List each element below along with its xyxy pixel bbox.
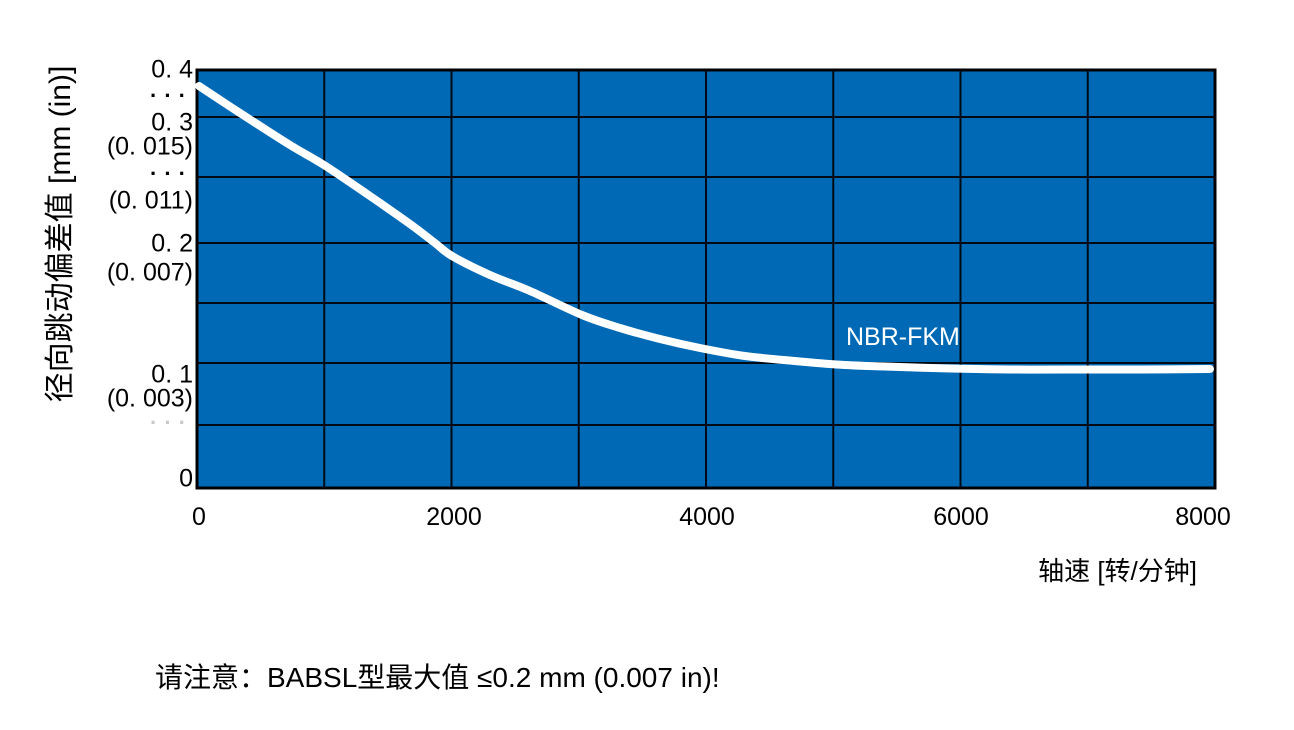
x-tick-label: 6000: [933, 503, 989, 531]
series-label-nbr-fkm: NBR-FKM: [846, 323, 960, 351]
y-axis-break-dots: ···: [150, 161, 193, 187]
x-axis-title: 轴速 [转/分钟]: [1038, 556, 1197, 586]
y-tick-label: (0. 003): [106, 384, 193, 413]
plot-border: [195, 68, 1217, 490]
x-tick-label: 0: [192, 503, 206, 531]
note-text: 请注意：BABSL型最大值 ≤0.2 mm (0.007 in)!: [155, 662, 720, 693]
y-tick-label: 0: [179, 464, 193, 493]
x-tick-label: 8000: [1175, 503, 1231, 531]
y-tick-label: (0. 007): [106, 258, 193, 287]
y-tick-label: 0. 4: [151, 55, 193, 84]
y-axis-break-dots: ···: [150, 83, 193, 109]
nbr-fkm-curve: [195, 82, 1214, 374]
x-tick-label: 4000: [679, 503, 735, 531]
y-tick-label: 0. 3: [151, 108, 193, 137]
x-tick-label: 2000: [426, 503, 482, 531]
y-tick-label: 0. 1: [151, 360, 193, 389]
y-tick-label: 0. 2: [151, 229, 193, 258]
y-axis-break-dots: ···: [150, 410, 193, 436]
y-tick-label: (0. 011): [108, 186, 193, 215]
y-axis-title: 径向跳动偏差值 [mm (in)]: [44, 65, 77, 403]
y-tick-label: (0. 015): [106, 132, 193, 161]
